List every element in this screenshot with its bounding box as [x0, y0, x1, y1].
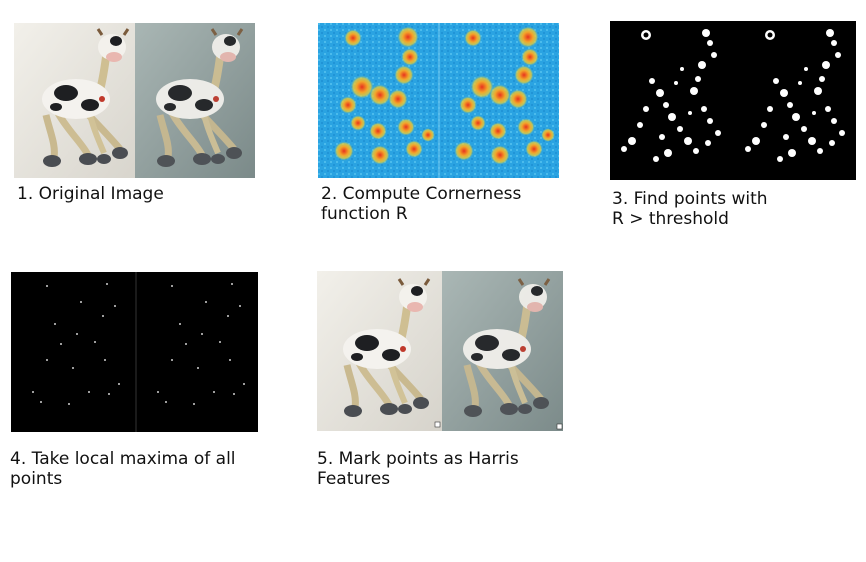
harris-features-panel [317, 271, 563, 431]
step-4-caption: 4. Take local maxima of all points [10, 449, 236, 489]
step-5-caption: 5. Mark points as Harris Features [317, 449, 519, 489]
original-image-panel [14, 23, 255, 178]
cornerness-heatmap [318, 23, 559, 178]
local-maxima-image [11, 272, 258, 432]
step-3-caption: 3. Find points with R > threshold [612, 189, 768, 229]
original-image [14, 23, 255, 178]
cornerness-panel [318, 23, 559, 178]
harris-features-image [317, 271, 563, 431]
threshold-panel [610, 21, 856, 180]
step-2-caption: 2. Compute Cornerness function R [321, 184, 522, 224]
step-1-caption: 1. Original Image [17, 184, 164, 204]
threshold-image [610, 21, 856, 180]
local-maxima-panel [11, 272, 258, 432]
